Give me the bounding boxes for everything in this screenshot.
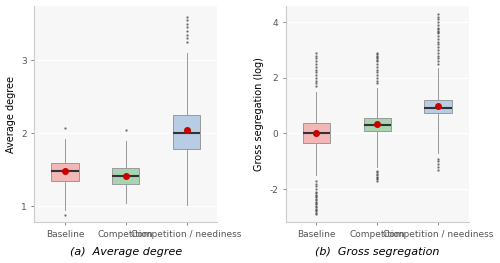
PathPatch shape [173, 115, 201, 149]
PathPatch shape [51, 163, 78, 181]
PathPatch shape [112, 168, 140, 184]
PathPatch shape [303, 123, 330, 143]
X-axis label: (a)  Average degree: (a) Average degree [70, 247, 182, 257]
PathPatch shape [424, 100, 452, 113]
Y-axis label: Gross segregation (log): Gross segregation (log) [254, 57, 264, 171]
PathPatch shape [364, 118, 391, 131]
Y-axis label: Average degree: Average degree [6, 75, 16, 153]
X-axis label: (b)  Gross segregation: (b) Gross segregation [315, 247, 440, 257]
